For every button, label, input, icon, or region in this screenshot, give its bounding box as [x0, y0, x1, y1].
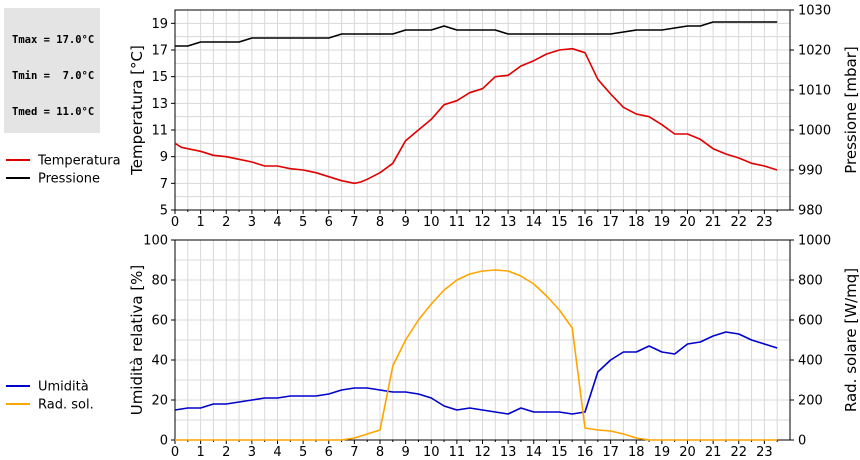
- y-tick-label: 80: [151, 274, 168, 289]
- x-tick-label: 15: [551, 215, 568, 230]
- stats-box: Tmax = 17.0°C Tmin = 7.0°C Tmed = 11.0°C: [4, 8, 101, 133]
- x-tick-label: 21: [705, 445, 722, 460]
- x-tick-label: 18: [628, 215, 645, 230]
- x-tick-label: 14: [525, 445, 542, 460]
- x-tick-label: 3: [248, 215, 256, 230]
- x-tick-label: 9: [401, 215, 409, 230]
- y-tick-label: 0: [160, 434, 168, 449]
- x-tick-label: 2: [222, 445, 230, 460]
- x-tick-label: 19: [654, 215, 671, 230]
- x-tick-label: 4: [273, 445, 281, 460]
- series-line-temperatura: [174, 47, 778, 185]
- series-line-pressione: [175, 21, 778, 47]
- y-tick-label: 11: [151, 124, 168, 139]
- y2-tick-label: 1020: [798, 44, 831, 59]
- x-tick-label: 21: [705, 215, 722, 230]
- x-tick-label: 20: [679, 445, 696, 460]
- y2-tick-label: 980: [798, 204, 823, 219]
- chart-temperature-pressure: 0 1 2 3 4 5 6 7 8 9 10 11 12 13 14 15 16 17 18 19 20 21 22 2357…: [6, 4, 860, 230]
- x-tick-label: 12: [474, 445, 491, 460]
- chart-humidity-radiation: 0 1 2 3 4 5 6 7 8 9 10 11 12 13 14 15 16 17 18 19 20 21 22 2302…: [6, 234, 860, 460]
- legend-label-umidita: Umidità: [38, 380, 89, 395]
- x-tick-label: 23: [756, 445, 773, 460]
- x-tick-label: 7: [350, 445, 358, 460]
- x-tick-label: 22: [730, 215, 747, 230]
- y2-tick-label: 1030: [798, 4, 831, 19]
- x-tick-label: 23: [756, 215, 773, 230]
- y2-axis-label: Rad. solare [W/mq]: [842, 268, 860, 412]
- x-tick-label: 22: [730, 445, 747, 460]
- y2-axis-label: Pressione [mbar]: [842, 46, 860, 174]
- legend-label-pressione: Pressione: [38, 172, 100, 187]
- x-tick-label: 16: [577, 445, 594, 460]
- y2-tick-label: 1000: [798, 234, 831, 249]
- x-tick-label: 5: [299, 215, 307, 230]
- y-axis-label: Temperatura [°C]: [128, 45, 146, 176]
- x-tick-label: 14: [525, 215, 542, 230]
- x-tick-label: 16: [577, 215, 594, 230]
- y-tick-label: 9: [160, 150, 168, 165]
- y2-tick-label: 0: [798, 434, 806, 449]
- y-tick-label: 20: [151, 394, 168, 409]
- x-tick-label: 0: [171, 445, 179, 460]
- y2-tick-label: 1000: [798, 124, 831, 139]
- x-tick-label: 1: [196, 215, 204, 230]
- x-tick-label: 15: [551, 445, 568, 460]
- x-tick-label: 20: [679, 215, 696, 230]
- x-tick-label: 6: [325, 215, 333, 230]
- legend-label-temperatura: Temperatura: [37, 154, 121, 169]
- x-tick-label: 8: [376, 215, 384, 230]
- x-tick-label: 18: [628, 445, 645, 460]
- x-tick-label: 13: [500, 215, 517, 230]
- x-tick-label: 3: [248, 445, 256, 460]
- y2-tick-label: 200: [798, 394, 823, 409]
- x-tick-label: 12: [474, 215, 491, 230]
- series-line-umidita: [174, 331, 778, 415]
- x-tick-label: 2: [222, 215, 230, 230]
- legend-label-rad-sol: Rad. sol.: [38, 398, 94, 413]
- y2-tick-label: 600: [798, 314, 823, 329]
- y-tick-label: 60: [151, 314, 168, 329]
- tmed-text: Tmed = 11.0°C: [12, 106, 95, 118]
- y2-tick-label: 990: [798, 164, 823, 179]
- y-tick-label: 7: [160, 177, 168, 192]
- x-tick-label: 17: [602, 445, 619, 460]
- x-tick-label: 6: [325, 445, 333, 460]
- x-tick-label: 11: [449, 445, 466, 460]
- tmax-text: Tmax = 17.0°C: [12, 34, 95, 46]
- y-tick-label: 15: [151, 70, 168, 85]
- x-tick-label: 1: [196, 445, 204, 460]
- y2-tick-label: 800: [798, 274, 823, 289]
- y-tick-label: 19: [151, 17, 168, 32]
- y2-tick-label: 400: [798, 354, 823, 369]
- y-tick-label: 17: [151, 44, 168, 59]
- x-tick-label: 8: [376, 445, 384, 460]
- series-line-rad-sol: [175, 269, 778, 441]
- y-tick-label: 13: [151, 97, 168, 112]
- x-tick-label: 5: [299, 445, 307, 460]
- y-tick-label: 100: [143, 234, 168, 249]
- x-tick-label: 19: [654, 445, 671, 460]
- x-tick-label: 9: [401, 445, 409, 460]
- x-tick-label: 13: [500, 445, 517, 460]
- y2-tick-label: 1010: [798, 84, 831, 99]
- x-tick-label: 10: [423, 215, 440, 230]
- x-tick-label: 4: [273, 215, 281, 230]
- x-tick-label: 17: [602, 215, 619, 230]
- x-tick-label: 0: [171, 215, 179, 230]
- tmin-text: Tmin = 7.0°C: [12, 70, 95, 82]
- y-tick-label: 5: [160, 204, 168, 219]
- x-tick-label: 11: [449, 215, 466, 230]
- y-axis-label: Umidità relativa [%]: [128, 265, 146, 416]
- y-tick-label: 40: [151, 354, 168, 369]
- x-tick-label: 10: [423, 445, 440, 460]
- x-tick-label: 7: [350, 215, 358, 230]
